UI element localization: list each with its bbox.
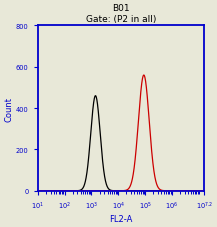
Title: B01
Gate: (P2 in all): B01 Gate: (P2 in all) [86,4,156,24]
X-axis label: FL2-A: FL2-A [109,214,133,223]
Y-axis label: Count: Count [4,96,13,121]
